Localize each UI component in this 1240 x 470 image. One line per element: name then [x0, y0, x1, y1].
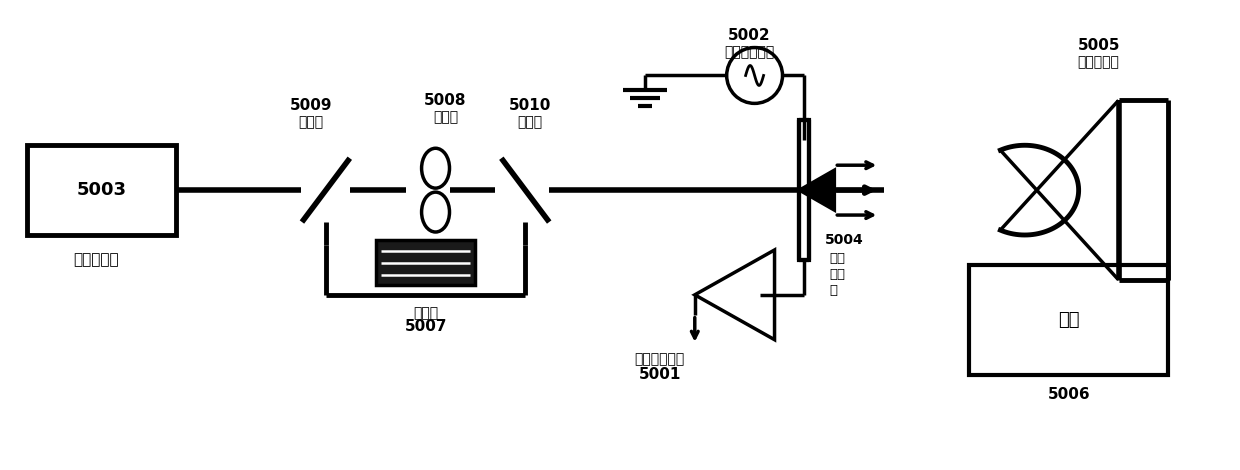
Text: 延迟线: 延迟线 — [413, 306, 438, 320]
Bar — [800, 120, 810, 260]
Text: 5001: 5001 — [639, 367, 681, 382]
Text: 合束镜: 合束镜 — [518, 115, 543, 129]
Text: 太赫
兹天
线: 太赫 兹天 线 — [830, 252, 846, 298]
Text: 5005: 5005 — [1078, 38, 1120, 53]
Text: 5004: 5004 — [825, 233, 863, 247]
Bar — [27, 145, 176, 235]
Text: 信号输出电路: 信号输出电路 — [635, 352, 684, 367]
Text: 5009: 5009 — [290, 98, 332, 113]
Text: 飞秒激光器: 飞秒激光器 — [73, 252, 119, 267]
Text: 分束镜: 分束镜 — [299, 115, 324, 129]
Text: 5010: 5010 — [510, 98, 552, 113]
Text: 5002: 5002 — [728, 28, 771, 43]
Bar — [376, 240, 475, 285]
Polygon shape — [800, 170, 835, 210]
Text: 5008: 5008 — [424, 93, 466, 108]
Text: 5006: 5006 — [1048, 387, 1090, 402]
Text: 样品: 样品 — [1058, 311, 1080, 329]
Text: 5007: 5007 — [404, 319, 446, 334]
Text: 偏置电压电路: 偏置电压电路 — [724, 46, 775, 60]
Text: 5003: 5003 — [77, 181, 126, 199]
Text: 斩波器: 斩波器 — [433, 110, 458, 125]
Text: 抛物反射镜: 抛物反射镜 — [1078, 55, 1120, 70]
Bar — [968, 265, 1168, 375]
